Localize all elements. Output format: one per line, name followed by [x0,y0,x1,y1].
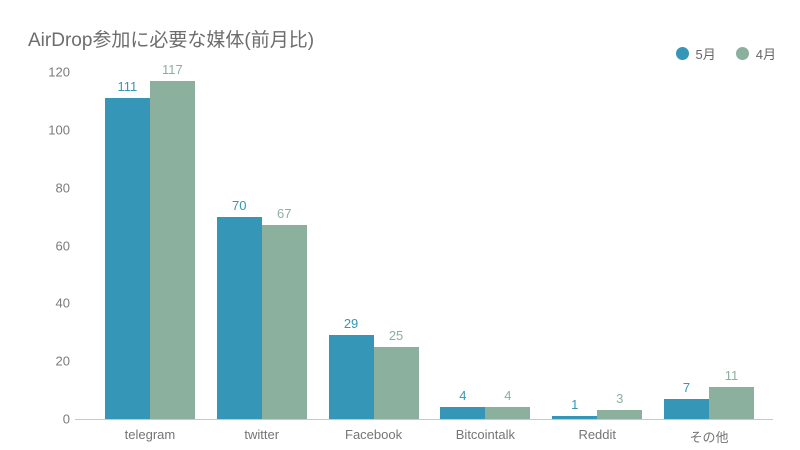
bar-value-label-april-twitter: 67 [277,206,292,222]
legend-dot-may [675,47,689,60]
x-axis-label-bitcointalk: Bitcointalk [455,427,516,442]
bar-may-bitcointalk: 4 [440,388,486,419]
bar-april-twitter: 67 [261,206,307,419]
bar-value-label-may-twitter: 70 [232,197,247,213]
y-axis-tick-label: 20 [55,353,70,369]
bar-april-telegram: 117 [149,62,195,419]
x-axis-line [75,419,773,420]
bar-april-facebook: 25 [373,328,419,419]
plot-area: 111 117 telegram 70 67 twitter 29 25 Facebook 4 4 B… [94,62,765,445]
bar-value-label-april-other: 11 [724,368,739,384]
y-axis-tick-label: 0 [62,411,70,427]
legend-dot-april [735,47,749,60]
y-axis-tick-label: 80 [55,180,70,196]
bar-group-other: 7 11 その他 [653,72,765,445]
bar-value-label-may-bitcointalk: 4 [459,388,467,404]
bar-may-facebook: 29 [328,316,374,419]
bar-group-twitter: 70 67 twitter [206,72,318,442]
bar-april-reddit: 3 [597,391,643,419]
bar-value-label-may-facebook: 29 [343,316,359,332]
x-axis-label-telegram: telegram [124,427,176,442]
bar-group-facebook: 29 25 Facebook [318,72,430,442]
x-axis-label-facebook: Facebook [345,427,403,442]
y-axis-tick-label: 40 [55,295,70,311]
bar-may-telegram: 111 [104,79,150,419]
bar-may-other: 7 [664,380,710,419]
bar-value-label-april-telegram: 117 [162,61,183,77]
legend-item-april[interactable]: 4月 [735,44,776,63]
legend: 5月 4月 [675,44,776,63]
x-axis-label-twitter: twitter [244,427,280,442]
bar-value-label-april-reddit: 3 [616,391,624,407]
bar-april-other: 11 [709,368,755,419]
legend-label-may: 5月 [695,47,716,62]
bar-group-bitcointalk: 4 4 Bitcointalk [429,72,541,442]
bar-may-twitter: 70 [216,198,262,419]
y-axis-tick-label: 100 [48,122,70,138]
legend-label-april: 4月 [755,47,776,62]
bar-value-label-april-bitcointalk: 4 [504,388,512,404]
bar-value-label-may-telegram: 111 [117,79,138,95]
legend-item-may[interactable]: 5月 [675,44,716,63]
y-axis-tick-label: 60 [55,238,70,253]
bar-may-reddit: 1 [552,397,598,419]
chart-title: AirDrop参加に必要な媒体(前月比) [28,30,315,51]
x-axis-label-reddit: Reddit [578,427,617,442]
x-axis-label-other: その他 [689,430,729,445]
bar-group-reddit: 1 3 Reddit [541,72,653,442]
bar-april-bitcointalk: 4 [485,388,531,419]
y-axis-tick-label: 120 [48,64,70,80]
bar-value-label-may-other: 7 [682,379,691,395]
bar-value-label-may-reddit: 1 [571,397,579,413]
bar-group-telegram: 111 117 telegram [94,62,206,442]
bar-value-label-april-facebook: 25 [388,327,404,343]
